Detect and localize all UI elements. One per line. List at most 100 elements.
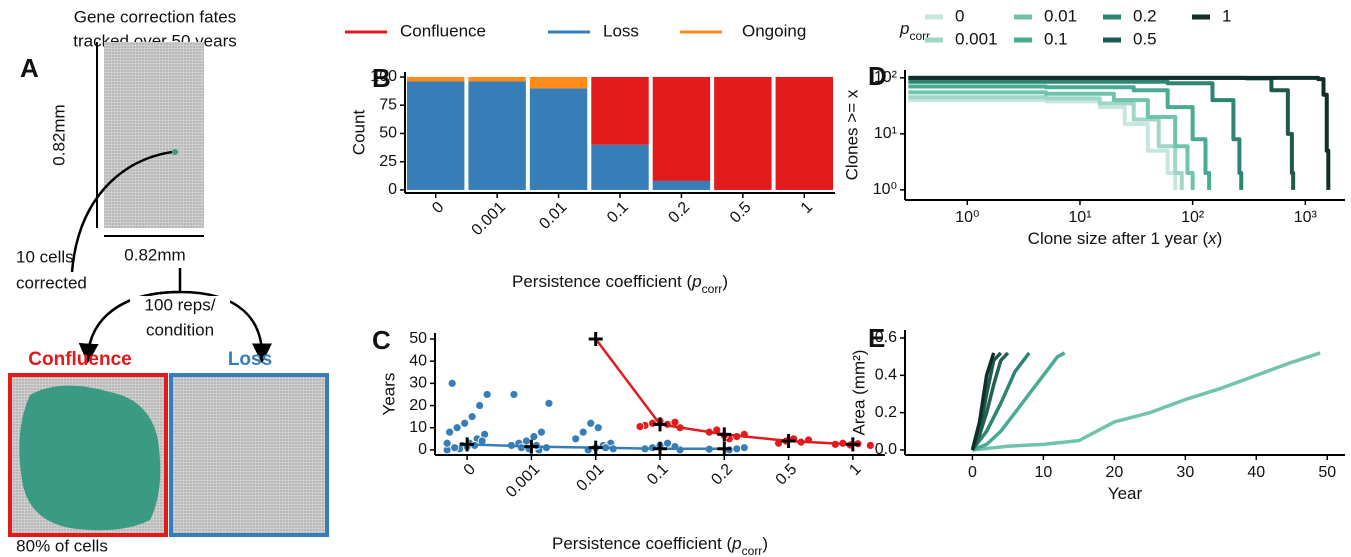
- legend-label: 0.001: [955, 29, 998, 48]
- bar-segment: [714, 76, 772, 190]
- median-cross: [781, 434, 796, 449]
- y-axis-title: Count: [349, 110, 368, 156]
- y-tick-label: 50: [409, 330, 427, 347]
- bar-segment: [407, 76, 465, 82]
- reps-label: condition: [146, 320, 214, 339]
- legend-label: 0.2: [1133, 6, 1157, 25]
- x-tick-label: 0.5: [773, 461, 801, 489]
- label-part: x: [1207, 229, 1217, 248]
- x-axis-title: Clone size after 1 year (x): [1028, 229, 1223, 248]
- y-tick-label: 0.4: [875, 367, 897, 384]
- panel-label: A: [20, 53, 39, 83]
- bar-segment: [407, 81, 465, 190]
- series-line: [908, 84, 1212, 190]
- legend-label: Loss: [603, 21, 639, 40]
- point: [537, 427, 546, 437]
- legend-label: 0.01: [1044, 6, 1077, 25]
- label-part: Persistence coefficient (: [552, 534, 732, 553]
- series-line: [908, 75, 1331, 190]
- x-axis-title: Persistence coefficient (pcorr): [552, 534, 768, 557]
- median-cross: [653, 417, 667, 432]
- x-tick-label: 10¹: [1068, 209, 1091, 226]
- point: [865, 441, 875, 450]
- y-axis-title: Clones >= x: [842, 89, 861, 180]
- x-tick-label: 0.2: [665, 199, 693, 227]
- series-line: [972, 351, 1321, 452]
- bar-segment: [468, 76, 526, 82]
- label-part: corr: [909, 29, 930, 43]
- median-cross: [588, 440, 603, 455]
- legend-label: 0.5: [1133, 29, 1157, 48]
- note: 80% of cells: [16, 536, 108, 555]
- point: [670, 417, 680, 427]
- x-tick-label: 0.01: [573, 461, 607, 495]
- panel-label: D: [868, 61, 887, 91]
- panel-label: B: [372, 63, 391, 93]
- series-line: [908, 90, 1195, 190]
- split-arrow: [78, 290, 181, 364]
- bar-segment: [468, 81, 526, 190]
- legend-label: Ongoing: [742, 21, 806, 40]
- height-label: 0.82mm: [49, 104, 68, 165]
- x-tick-label: 0: [461, 461, 479, 479]
- y-tick-label: 0.0: [875, 441, 897, 458]
- median-cross: [845, 437, 860, 452]
- legend-label: 1: [1222, 6, 1231, 25]
- reps-label: 100 reps/: [145, 295, 216, 314]
- bar-segment: [591, 76, 649, 145]
- y-tick-label: 0.2: [875, 404, 897, 421]
- legend-label: 0: [955, 6, 964, 25]
- legend-title: pcorr: [899, 19, 930, 43]
- x-tick-label: 0.01: [536, 199, 570, 233]
- x-tick-label: 50: [1318, 464, 1336, 481]
- outcome-label: Confluence: [28, 349, 131, 370]
- y-tick-label: 0: [418, 441, 427, 458]
- label-part: corr: [742, 544, 763, 557]
- median-cross: [460, 437, 475, 452]
- y-tick-label: 30: [409, 375, 427, 392]
- x-tick-label: 0: [968, 464, 977, 481]
- label-part: ): [762, 534, 768, 553]
- title-line: Gene correction fates: [74, 7, 237, 26]
- point: [522, 436, 531, 446]
- point: [442, 438, 452, 448]
- x-tick-label: 30: [1176, 464, 1194, 481]
- series-line: [908, 95, 1184, 190]
- x-tick-label: 1: [846, 461, 864, 479]
- series-line: [908, 79, 1244, 190]
- bar-segment: [775, 76, 833, 190]
- outcome-label: Loss: [228, 349, 272, 370]
- point: [482, 390, 492, 399]
- label-part: p: [899, 19, 909, 38]
- label-part: ): [1217, 229, 1223, 248]
- bar-segment: [591, 144, 649, 190]
- legend-label: Confluence: [400, 21, 486, 40]
- clone-area: [19, 385, 161, 531]
- label-bg: [130, 296, 230, 340]
- point: [732, 444, 742, 454]
- label-part: Year: [1108, 484, 1143, 503]
- median-cross: [524, 439, 539, 454]
- label-part: ): [722, 272, 728, 291]
- median-cross: [717, 441, 732, 456]
- y-tick-label: 0.6: [875, 329, 897, 346]
- point: [450, 443, 460, 453]
- x-tick-label: 10²: [1181, 209, 1205, 226]
- point: [460, 418, 470, 428]
- panel-a: Gene correction fates tracked over 50 ye…: [8, 7, 329, 555]
- y-tick-label: 10⁰: [873, 181, 897, 198]
- arrow: [70, 150, 173, 273]
- arrow-label: corrected: [16, 273, 87, 292]
- panel-label: E: [868, 323, 885, 353]
- label-part: p: [731, 534, 741, 553]
- point: [586, 418, 596, 428]
- tissue-grid: [104, 42, 204, 228]
- y-tick-label: 10¹: [874, 125, 897, 142]
- corrected-cells: [172, 149, 178, 155]
- median-cross: [588, 331, 603, 346]
- x-tick-label: 10³: [1294, 209, 1318, 226]
- bar-segment: [652, 76, 711, 181]
- bar-segment: [529, 76, 588, 89]
- x-tick-label: 0.001: [469, 199, 509, 239]
- median-cross: [717, 427, 732, 442]
